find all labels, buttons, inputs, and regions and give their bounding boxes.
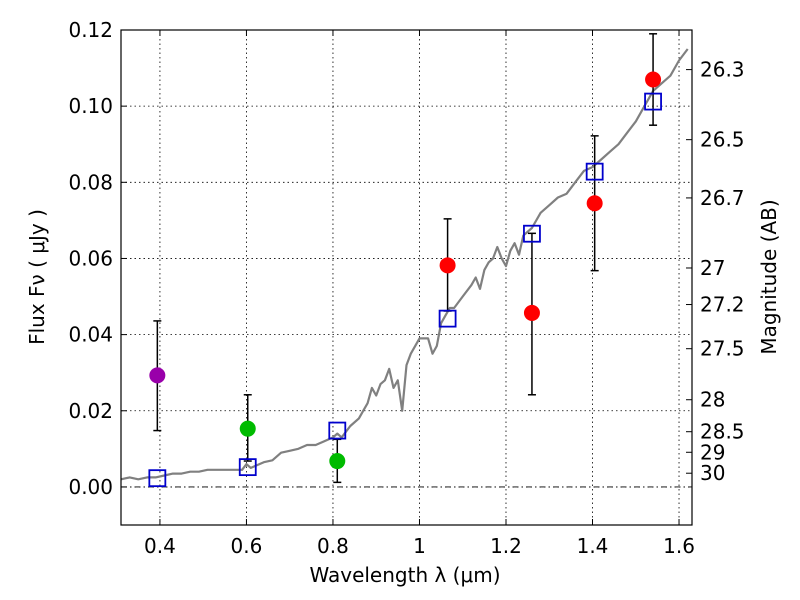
observed-flux-point <box>329 453 346 470</box>
model-photometry-square <box>148 469 167 488</box>
model-photometry-square <box>438 309 457 328</box>
observed-flux-point <box>239 420 256 437</box>
observed-flux-point <box>523 304 540 321</box>
plot-frame <box>120 29 693 526</box>
observed-flux-point <box>586 195 603 212</box>
observed-flux-point <box>439 257 456 274</box>
y-tick-label: 0.04 <box>68 323 113 347</box>
x-tick-label: 0.4 <box>144 534 176 558</box>
tick-label-layer: 0.4 0.6 0.8 1 1.2 1.4 1.6 0.00 0.02 0.04 0.06 0.08 0… <box>68 18 744 558</box>
y-tick-label: 0.12 <box>68 18 113 42</box>
magnitude-tick-label: 28 <box>700 388 725 412</box>
observed-points-layer <box>149 71 662 470</box>
magnitude-tick-label: 29 <box>700 440 725 464</box>
model-spectrum-line <box>120 48 689 481</box>
y-tick-label: 0.08 <box>68 170 113 194</box>
x-tick-label: 1.6 <box>663 534 695 558</box>
grid-layer <box>121 29 692 525</box>
model-photometry-layer <box>148 92 662 488</box>
model-photometry-square <box>523 224 541 243</box>
magnitude-tick-label: 26.5 <box>700 128 745 152</box>
magnitude-axis-title: Magnitude (AB) <box>757 199 781 354</box>
x-tick-label: 0.8 <box>317 534 349 558</box>
magnitude-tick-label: 27.5 <box>700 337 745 361</box>
y-axis-title: Flux Fν ( μJy ) <box>25 209 49 345</box>
magnitude-tick-label: 26.3 <box>700 58 745 82</box>
magnitude-tick-label: 27 <box>700 256 725 280</box>
y-tick-label: 0.10 <box>68 94 113 118</box>
magnitude-tick-label: 27.2 <box>700 293 745 317</box>
model-photometry-square <box>585 162 604 181</box>
x-tick-label: 1.2 <box>490 534 522 558</box>
x-axis-title: Wavelength λ (μm) <box>309 563 500 587</box>
x-tick-label: 0.6 <box>231 534 263 558</box>
magnitude-tick-label: 30 <box>700 461 725 485</box>
magnitude-tick-label: 28.5 <box>700 420 745 444</box>
x-tick-label: 1 <box>413 534 426 558</box>
model-photometry-square <box>644 92 662 111</box>
spectrum-layer <box>120 48 689 481</box>
model-photometry-square <box>328 421 347 440</box>
y-tick-label: 0.02 <box>68 399 113 423</box>
model-photometry-square <box>238 458 257 477</box>
magnitude-tick-label: 26.7 <box>700 186 745 210</box>
observed-flux-point <box>149 367 166 384</box>
observed-flux-point <box>645 71 662 88</box>
x-tick-label: 1.4 <box>577 534 609 558</box>
y-tick-label: 0.00 <box>68 475 113 499</box>
tick-layer <box>121 29 692 525</box>
y-tick-label: 0.06 <box>68 246 113 270</box>
